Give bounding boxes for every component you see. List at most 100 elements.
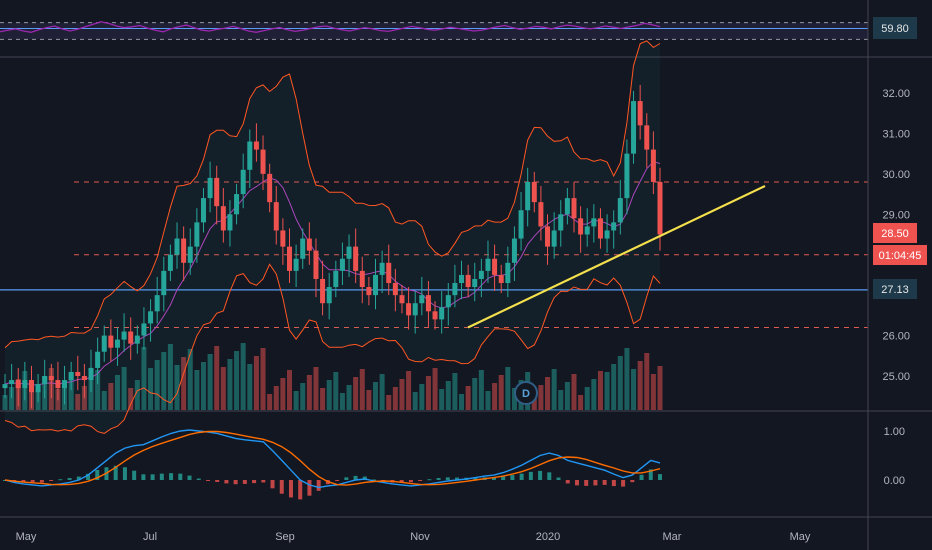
volume-bar: [108, 383, 114, 410]
candle-body: [571, 198, 577, 219]
candle-body: [95, 351, 101, 368]
candle-body: [273, 202, 279, 231]
volume-bar: [386, 395, 392, 410]
candle-body: [366, 287, 372, 296]
volume-bar: [68, 373, 74, 410]
candle-body: [240, 169, 246, 195]
macd-histogram-bar: [547, 472, 552, 480]
macd-histogram-bar: [122, 467, 127, 480]
macd-histogram-bar: [362, 476, 367, 480]
time-axis: May Jul Sep Nov 2020 Mar May: [16, 0, 869, 550]
volume-bar: [406, 371, 412, 410]
macd-histogram-bar: [621, 480, 626, 487]
candle-body: [525, 181, 531, 211]
candle-body: [286, 246, 292, 271]
volume-bar: [167, 344, 173, 410]
candle-body: [406, 303, 412, 316]
macd-histogram-bar: [242, 480, 247, 484]
candle-body: [48, 376, 54, 381]
volume-bar: [128, 388, 134, 410]
candle-body: [346, 246, 352, 259]
candle-body: [644, 125, 650, 150]
candle-body: [101, 335, 107, 352]
candle-body: [15, 380, 21, 389]
volume-bar: [445, 381, 451, 410]
candle-body: [320, 278, 326, 304]
signal-line: [4, 430, 661, 486]
volume-bar: [492, 383, 498, 410]
macd-histogram-bar: [58, 479, 63, 481]
macd-histogram-bar: [556, 477, 561, 480]
candle-body: [412, 303, 418, 316]
rsi-panel[interactable]: [0, 21, 932, 58]
candle-body: [62, 380, 68, 389]
volume-bar: [366, 390, 372, 410]
macd-histogram-bar: [49, 480, 54, 481]
volume-bar: [333, 372, 339, 410]
candle-body: [425, 295, 431, 312]
candle-body: [134, 335, 140, 344]
macd-histogram-bar: [288, 480, 293, 498]
macd-histogram-bar: [67, 478, 72, 480]
macd-histogram-bar: [418, 480, 423, 481]
volume-bar: [604, 372, 610, 410]
volume-bar: [207, 354, 213, 410]
macd-histogram-bar: [132, 470, 137, 480]
volume-bar: [220, 367, 226, 410]
candle-body: [505, 262, 511, 284]
volume-bar: [2, 395, 8, 410]
volume-bar: [650, 374, 656, 410]
macd-histogram-bar: [436, 478, 441, 480]
dividend-marker[interactable]: D: [514, 381, 538, 405]
volume-bar: [425, 376, 431, 410]
volume-bar: [657, 366, 663, 410]
price-panel[interactable]: 32.00 31.00 30.00 29.00 26.00 25.00: [0, 40, 932, 434]
macd-histogram-bar: [602, 480, 607, 485]
candle-body: [531, 181, 537, 203]
volume-bar: [597, 371, 603, 410]
macd-histogram-bar: [252, 480, 257, 484]
candle-body: [194, 222, 200, 247]
macd-histogram-bar: [593, 480, 598, 486]
volume-bar: [472, 378, 478, 410]
candle-body: [108, 335, 114, 348]
macd-line: [4, 429, 661, 489]
volume-bar: [293, 391, 299, 410]
volume-bar: [511, 388, 517, 410]
macd-histogram-bar: [159, 473, 164, 480]
trendline: [467, 184, 766, 329]
macd-histogram-bar: [215, 480, 220, 482]
candle-body: [518, 210, 524, 239]
macd-tick-label: 1.00: [884, 426, 905, 438]
candle-body: [121, 331, 127, 340]
macd-histogram-bar: [141, 474, 146, 480]
volume-bar: [353, 377, 359, 410]
candle-body: [650, 149, 656, 182]
candle-body: [181, 238, 187, 263]
volume-bar: [538, 385, 544, 410]
price-tick-label: 29.00: [882, 209, 910, 221]
macd-histogram-bar: [30, 480, 35, 483]
candle-body: [234, 194, 240, 215]
macd-histogram-bar: [408, 480, 413, 483]
volume-bar: [234, 351, 240, 410]
candle-body: [392, 283, 398, 296]
macd-panel[interactable]: 1.00 0.00: [0, 426, 932, 518]
candle-body: [141, 323, 147, 336]
macd-histogram-bar: [21, 480, 26, 482]
macd-histogram-bar: [169, 473, 174, 480]
candle-body: [558, 214, 564, 231]
volume-bar: [379, 374, 385, 410]
candle-body: [174, 238, 180, 255]
volume-bar: [478, 370, 484, 410]
volume-bar: [280, 378, 286, 410]
macd-histogram-bar: [372, 479, 377, 481]
dividend-marker-circle[interactable]: [514, 381, 538, 405]
volume-bar: [320, 388, 326, 410]
volume-bar: [267, 394, 273, 410]
volume-bar: [194, 370, 200, 410]
volume-bar: [214, 346, 220, 410]
countdown-badge: 01:04:45: [873, 245, 927, 265]
candle-body: [439, 307, 445, 320]
